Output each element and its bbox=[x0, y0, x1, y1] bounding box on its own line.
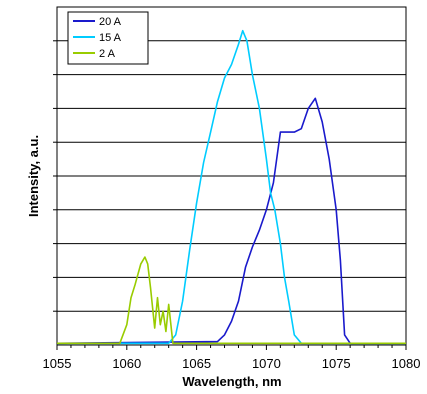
x-axis-label: Wavelength, nm bbox=[182, 374, 281, 389]
series-line-15a bbox=[57, 29, 406, 345]
y-axis-label: Intensity, a.u. bbox=[26, 135, 41, 217]
legend-label: 15 A bbox=[99, 32, 122, 44]
legend-label: 2 A bbox=[99, 48, 116, 60]
series-group bbox=[56, 29, 406, 345]
legend: 20 A 15 A 2 A bbox=[67, 11, 149, 65]
x-tick-label: 1080 bbox=[392, 356, 421, 371]
series-line-20a bbox=[56, 97, 406, 345]
x-tick-label: 1055 bbox=[43, 356, 72, 371]
x-tick-label: 1070 bbox=[252, 356, 281, 371]
axis-ticks bbox=[53, 40, 407, 350]
x-tick-label: 1075 bbox=[322, 356, 351, 371]
x-tick-labels: 1055 1060 1065 1070 1075 1080 bbox=[43, 356, 421, 371]
x-tick-label: 1060 bbox=[112, 356, 141, 371]
series-line-2a bbox=[57, 256, 406, 345]
legend-label: 20 A bbox=[99, 16, 122, 28]
x-tick-label: 1065 bbox=[182, 356, 211, 371]
